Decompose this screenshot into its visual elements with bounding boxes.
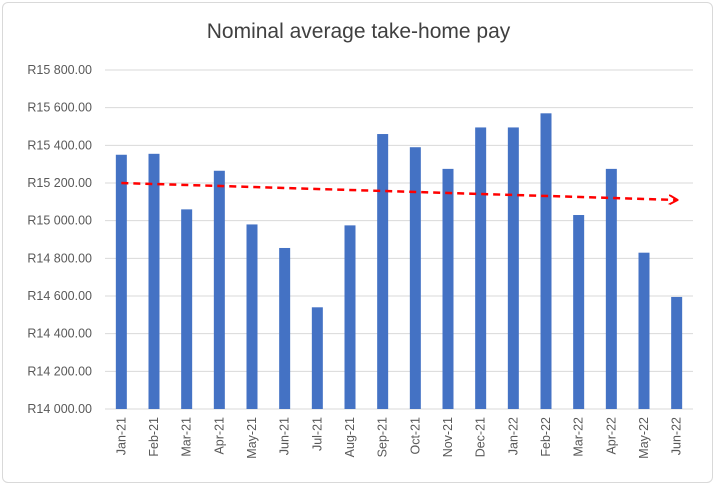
x-tick-label: Jan-21 <box>114 417 128 455</box>
y-tick-label: R14 200.00 <box>27 364 92 378</box>
x-tick-label: Nov-21 <box>441 417 455 457</box>
y-tick-label: R14 400.00 <box>27 327 92 341</box>
y-tick-label: R14 600.00 <box>27 289 92 303</box>
x-tick-label: Mar-21 <box>180 417 194 457</box>
gridlines <box>105 69 693 410</box>
bar <box>148 153 160 409</box>
bar <box>246 224 258 409</box>
x-tick-label: Oct-21 <box>408 417 422 455</box>
y-tick-label: R14 000.00 <box>27 402 92 416</box>
x-tick-label: Sep-21 <box>376 417 390 457</box>
bar <box>671 296 683 409</box>
bar <box>344 225 356 409</box>
y-tick-label: R15 000.00 <box>27 214 92 228</box>
x-tick-label: Aug-21 <box>343 417 357 457</box>
bar <box>507 127 519 410</box>
y-tick-label: R15 200.00 <box>27 176 92 190</box>
bars <box>115 113 683 410</box>
y-tick-label: R15 600.00 <box>27 101 92 115</box>
bar <box>638 252 650 409</box>
x-tick-label: May-22 <box>637 417 651 459</box>
bar <box>442 168 454 409</box>
trendline <box>121 181 676 200</box>
x-tick-label: Feb-21 <box>147 417 161 457</box>
y-axis-ticks: R14 000.00 R14 200.00 R14 400.00 R14 600.00… <box>27 63 92 416</box>
x-tick-label: Apr-21 <box>212 417 226 455</box>
bar <box>213 170 225 409</box>
trend-arrow <box>121 181 676 200</box>
x-tick-label: Apr-22 <box>604 417 618 455</box>
x-tick-label: Jun-21 <box>278 417 292 455</box>
bar <box>181 209 193 409</box>
x-tick-label: Jan-22 <box>506 417 520 455</box>
bar <box>115 154 127 409</box>
x-tick-label: Jul-21 <box>310 417 324 451</box>
bar <box>540 113 552 410</box>
x-axis-ticks: Jan-21 Feb-21 Mar-21 Apr-21 May-21 Jun-21 Jul-… <box>114 417 683 459</box>
chart-title: Nominal average take-home pay <box>206 20 511 43</box>
bar <box>377 134 389 410</box>
bar <box>573 215 585 409</box>
x-tick-label: Feb-22 <box>539 417 553 457</box>
bar <box>409 147 421 409</box>
x-tick-label: Dec-21 <box>474 417 488 457</box>
x-tick-label: May-21 <box>245 417 259 459</box>
bar <box>279 247 291 409</box>
y-tick-label: R15 800.00 <box>27 63 92 77</box>
x-tick-label: Mar-22 <box>572 417 586 457</box>
y-tick-label: R15 400.00 <box>27 138 92 152</box>
x-tick-label: Jun-22 <box>670 417 684 455</box>
bar <box>311 307 323 409</box>
y-tick-label: R14 800.00 <box>27 251 92 265</box>
bar <box>605 168 617 409</box>
bar <box>475 127 487 410</box>
